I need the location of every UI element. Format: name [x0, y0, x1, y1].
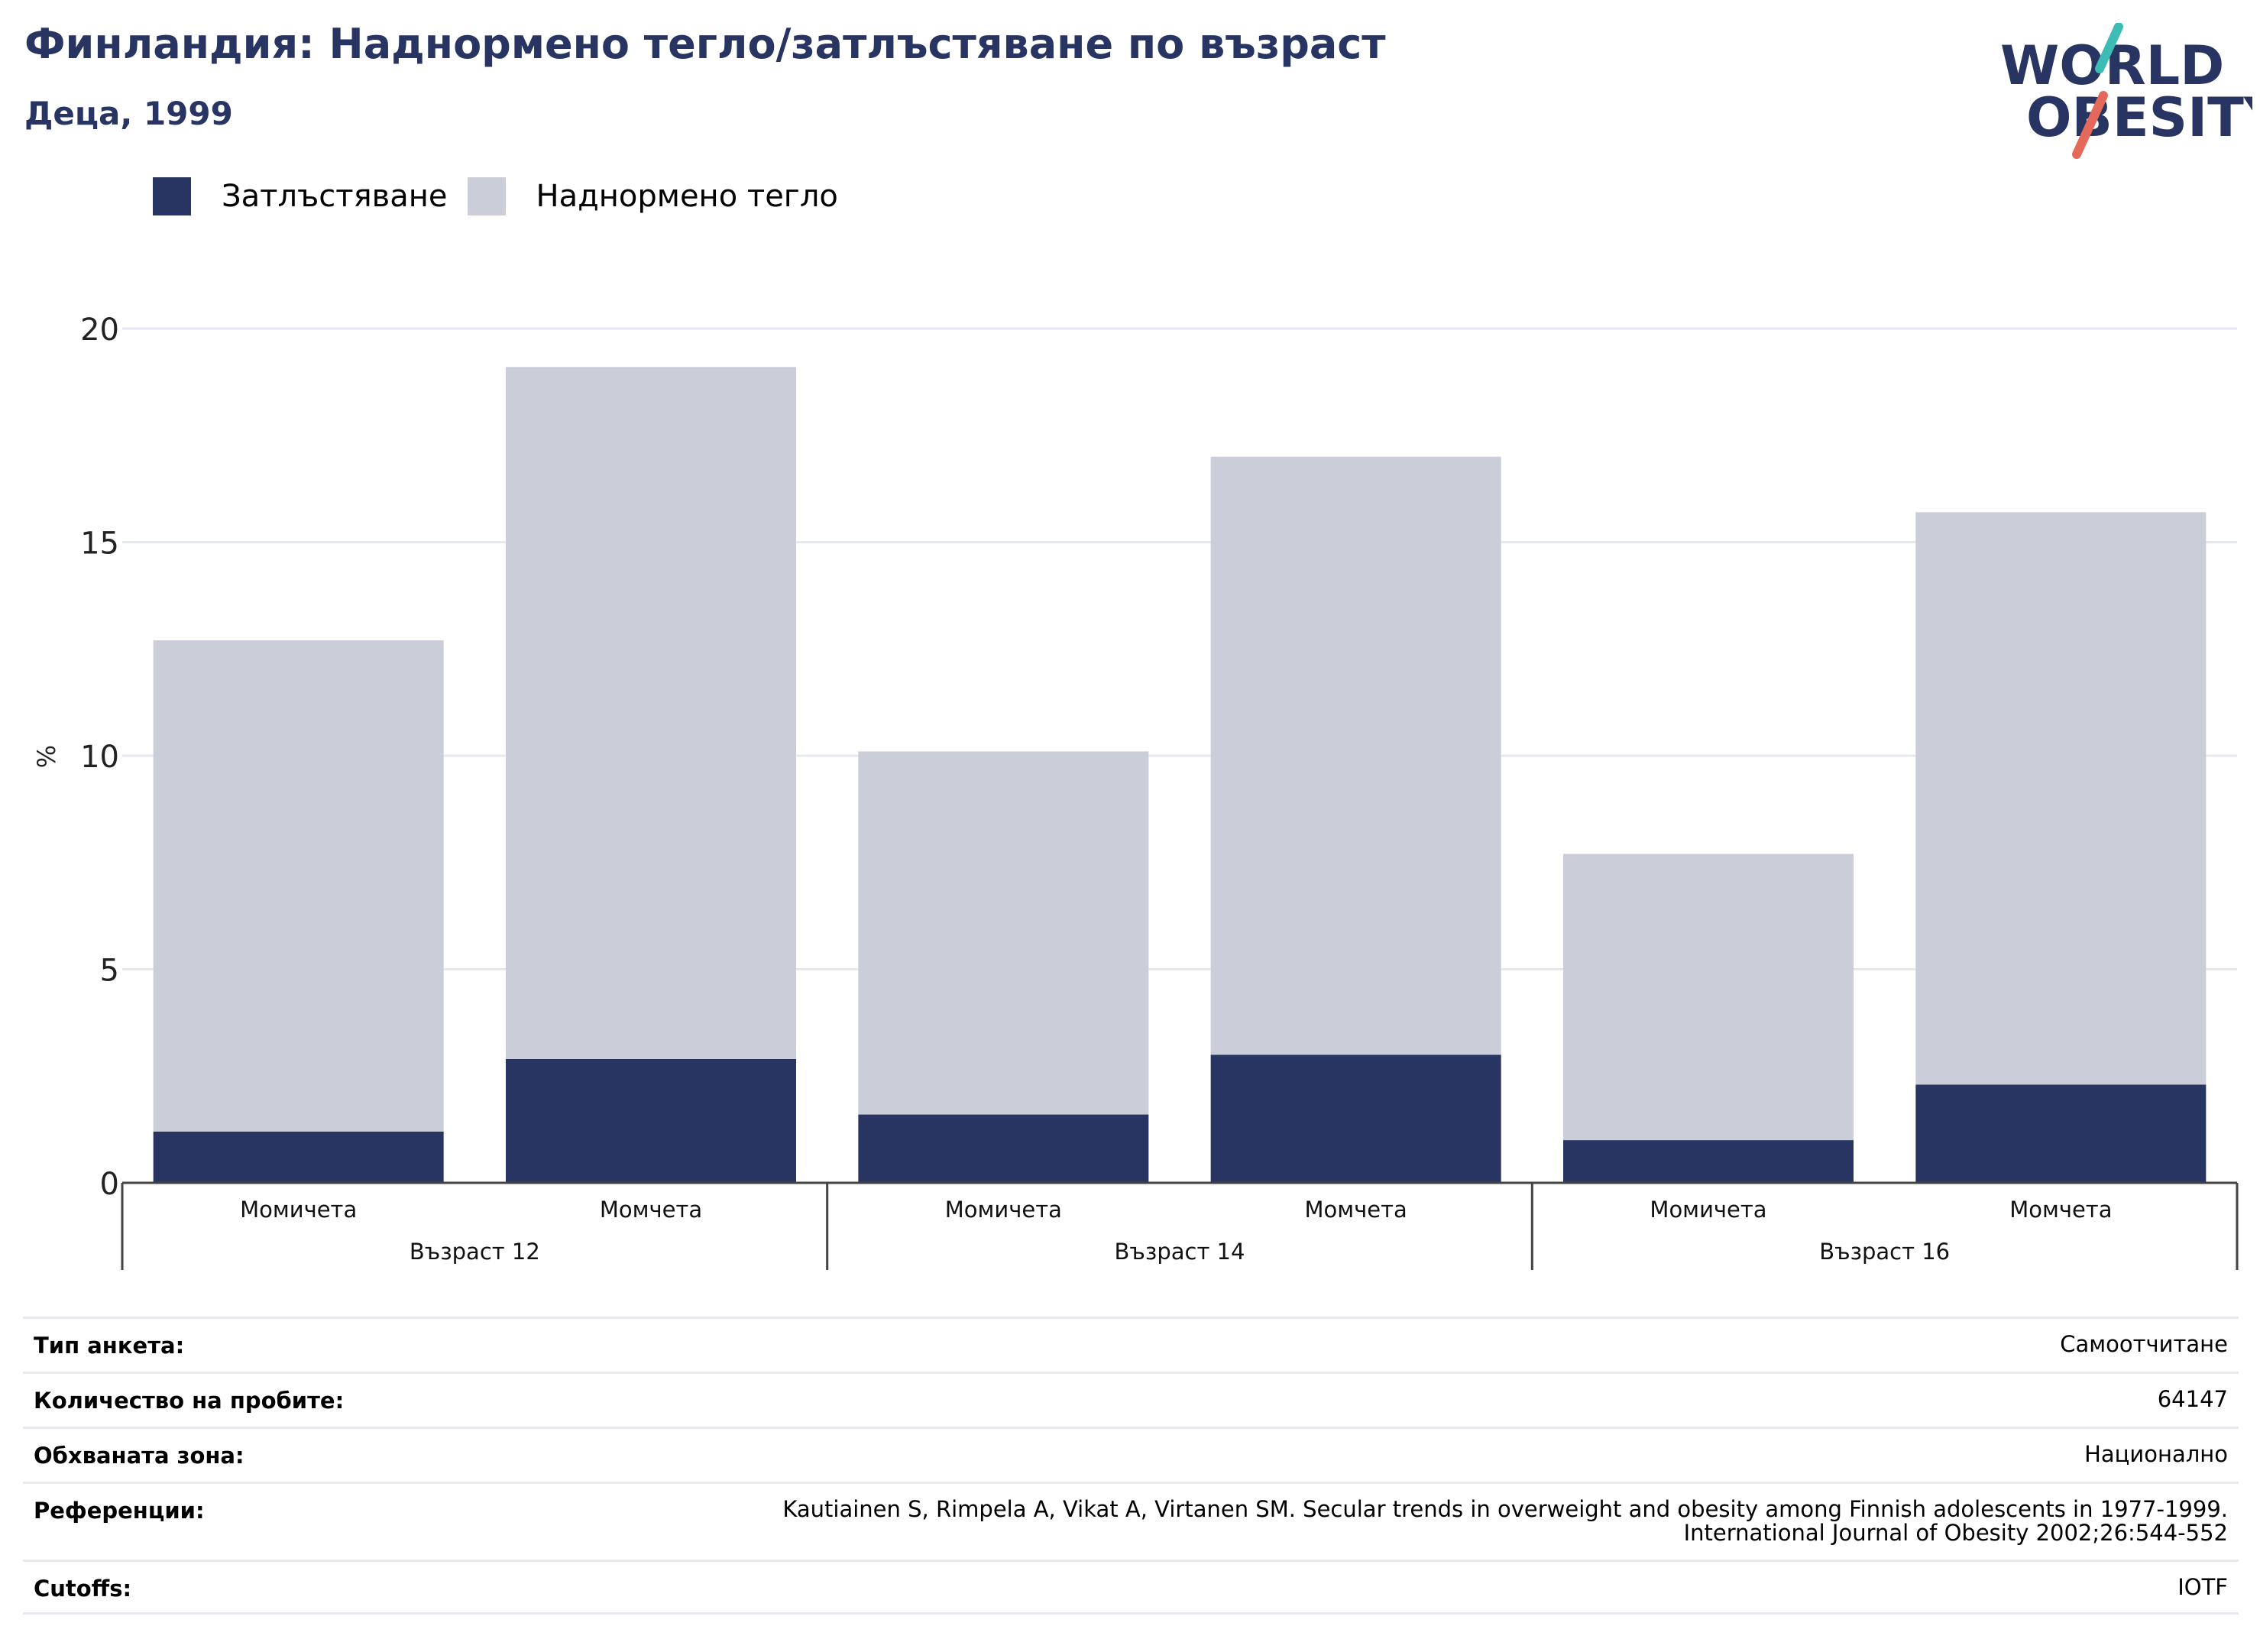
- x-tick-label: Момичета: [945, 1197, 1062, 1223]
- info-value-survey-type: Самоотчитане: [2060, 1331, 2228, 1357]
- group-label: Възраст 12: [410, 1239, 540, 1265]
- info-key-sample-size: Количество на пробите:: [34, 1388, 345, 1414]
- y-tick-label: 20: [80, 313, 119, 348]
- info-value-cutoffs: IOTF: [2177, 1574, 2228, 1600]
- x-tick-label: Момчета: [600, 1197, 702, 1223]
- reference-line-2: International Journal of Obesity 2002;26…: [1683, 1520, 2228, 1546]
- info-key-cutoffs: Cutoffs:: [34, 1576, 132, 1602]
- x-tick-label: Момчета: [1305, 1197, 1407, 1223]
- y-tick-label: 10: [80, 740, 119, 775]
- bar-obesity: [1915, 1084, 2207, 1183]
- page-title: Финландия: Наднормено тегло/затлъстяване…: [24, 20, 1386, 68]
- bar-overweight: [506, 367, 796, 1059]
- logo-slash-red: [2072, 91, 2108, 159]
- info-value-area-covered: Национално: [2084, 1441, 2228, 1467]
- info-row-sample-size: Количество на пробите: 64147: [23, 1372, 2239, 1427]
- info-key-references: Референции:: [34, 1498, 205, 1524]
- legend-item-overweight: Наднормено тегло: [467, 177, 838, 215]
- reference-line-1: Kautiainen S, Rimpela A, Vikat A, Virtan…: [782, 1496, 2228, 1522]
- bar-overweight: [153, 640, 444, 1132]
- bar-overweight: [858, 751, 1149, 1115]
- bar-obesity: [1563, 1140, 1854, 1183]
- legend-label-overweight: Наднормено тегло: [536, 179, 838, 214]
- bar-chart: 0 5 10 15 20% Момичета Момчета Момичета Момчета М…: [32, 313, 2239, 1270]
- page-subtitle: Деца, 1999: [24, 95, 233, 132]
- info-value-references: Kautiainen S, Rimpela A, Vikat A, Virtan…: [782, 1498, 2228, 1545]
- y-tick-label: 15: [80, 526, 119, 562]
- info-row-cutoffs: Cutoffs: IOTF: [23, 1560, 2239, 1615]
- info-value-sample-size: 64147: [2157, 1386, 2228, 1412]
- bar-overweight: [1915, 512, 2207, 1085]
- y-axis-label: %: [32, 745, 61, 768]
- chart-legend: Затлъстяване Наднормено тегло: [153, 177, 858, 215]
- bar-overweight: [1210, 456, 1501, 1055]
- x-tick-label: Момичета: [1650, 1197, 1766, 1223]
- group-label: Възраст 14: [1115, 1239, 1245, 1265]
- group-label: Възраст 16: [1819, 1239, 1950, 1265]
- bar-obesity: [153, 1131, 444, 1183]
- bar-obesity: [1210, 1054, 1501, 1183]
- y-tick-label: 5: [100, 954, 119, 989]
- legend-item-obesity: Затлъстяване: [153, 177, 448, 215]
- info-key-survey-type: Тип анкета:: [34, 1333, 185, 1359]
- logo-slash-teal: [2095, 23, 2123, 73]
- legend-swatch-overweight: [467, 177, 506, 215]
- legend-label-obesity: Затлъстяване: [222, 179, 448, 214]
- logo-word-obesity: OBESITY: [2026, 86, 2252, 149]
- x-tick-label: Момчета: [2009, 1197, 2112, 1223]
- x-tick-label: Момичета: [240, 1197, 357, 1223]
- info-row-references: Референции: Kautiainen S, Rimpela A, Vik…: [23, 1482, 2239, 1560]
- info-key-area-covered: Обхваната зона:: [34, 1443, 244, 1469]
- info-row-area-covered: Обхваната зона: Национално: [23, 1427, 2239, 1482]
- survey-info-table: Тип анкета: Самоотчитане Количество на п…: [23, 1317, 2239, 1615]
- bar-overweight: [1563, 854, 1854, 1141]
- y-tick-label: 0: [100, 1167, 119, 1202]
- bar-obesity: [506, 1058, 796, 1183]
- world-obesity-logo: WORLD OBESITY: [2000, 23, 2252, 159]
- bar-obesity: [858, 1114, 1149, 1183]
- info-row-survey-type: Тип анкета: Самоотчитане: [23, 1317, 2239, 1372]
- legend-swatch-obesity: [153, 177, 191, 215]
